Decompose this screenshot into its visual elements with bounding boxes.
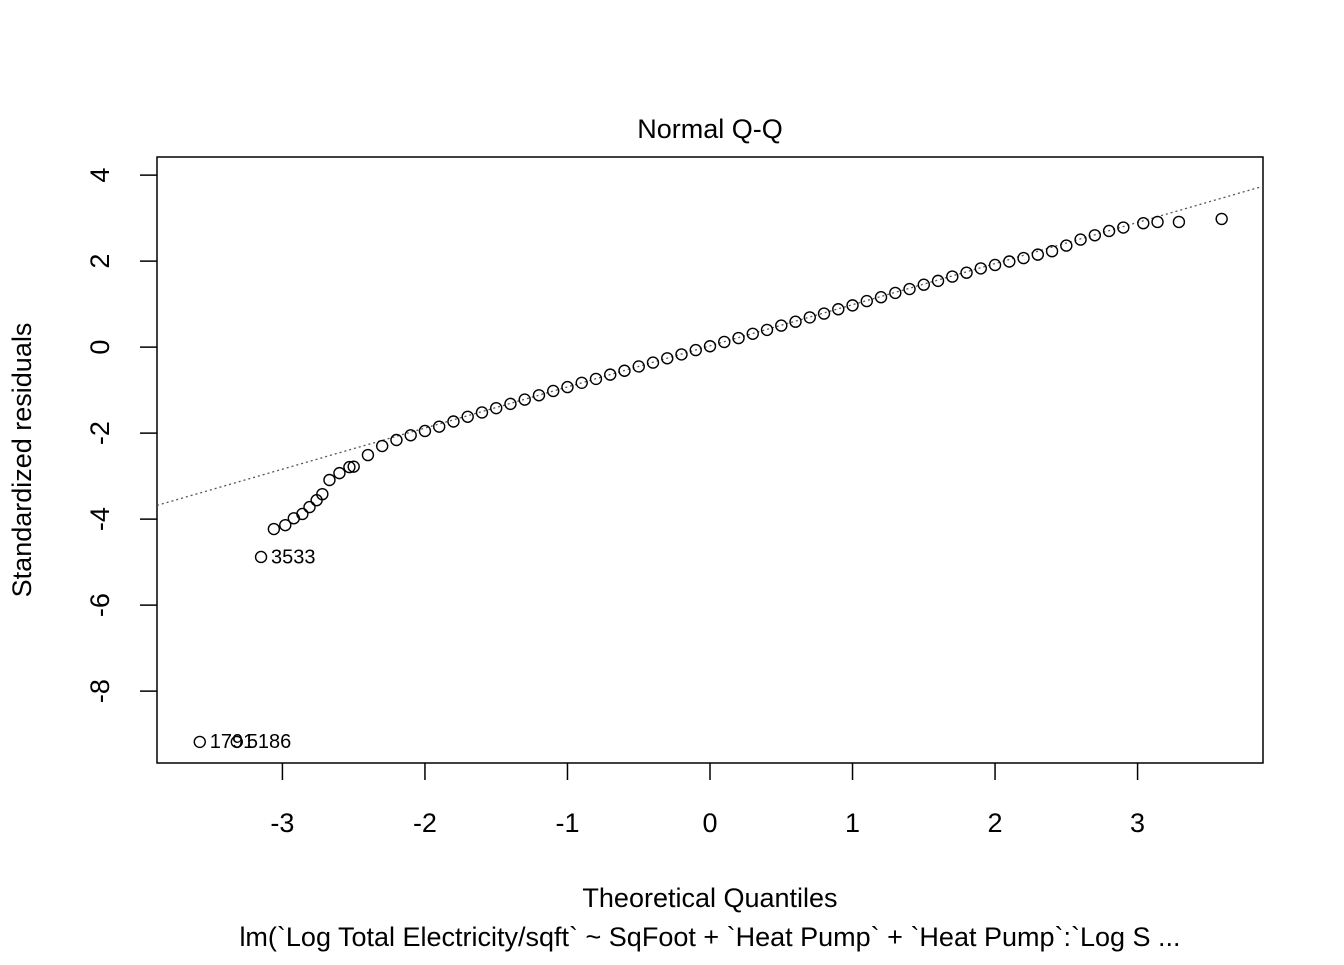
point (632, 360, 645, 373)
y-axis-label: Standardized residuals (7, 323, 37, 598)
point (193, 735, 206, 749)
point (874, 291, 888, 304)
point (361, 448, 375, 462)
point (832, 303, 845, 316)
y-tick-label: -6 (85, 593, 115, 617)
point (1215, 212, 1228, 226)
point (418, 424, 432, 438)
point (296, 507, 309, 521)
point (1003, 255, 1016, 268)
x-tick-label: 3 (1130, 808, 1145, 838)
point (618, 364, 631, 377)
point (375, 439, 389, 453)
point (974, 262, 987, 275)
y-tick-label: 0 (85, 340, 115, 355)
point (589, 372, 603, 386)
point (960, 266, 973, 279)
point (775, 319, 788, 332)
point (447, 415, 460, 428)
point (461, 410, 474, 423)
point (504, 397, 517, 411)
point (988, 258, 1002, 272)
point-label: 1791 (210, 731, 255, 753)
point (1060, 239, 1073, 252)
point (404, 429, 417, 442)
point (1031, 248, 1045, 261)
point (287, 512, 301, 525)
y-tick-label: 2 (85, 254, 115, 269)
point (561, 380, 574, 394)
point (316, 487, 329, 501)
point (575, 376, 588, 389)
point (518, 393, 531, 406)
point (917, 278, 930, 291)
point (1172, 215, 1186, 229)
point (889, 286, 902, 300)
y-tick-label: -8 (85, 679, 115, 703)
point (267, 522, 281, 536)
point (475, 406, 489, 419)
point (1074, 233, 1087, 246)
point (279, 518, 292, 532)
point (1088, 229, 1102, 242)
point (532, 389, 546, 402)
point (860, 294, 873, 308)
point (718, 335, 731, 349)
point (732, 331, 745, 345)
point (803, 311, 816, 324)
point (347, 460, 360, 473)
point (689, 343, 702, 357)
point (303, 500, 316, 514)
x-tick-label: -1 (555, 808, 579, 838)
point (1017, 251, 1030, 265)
point (254, 550, 268, 564)
point (817, 307, 831, 320)
point (946, 270, 959, 283)
y-tick-label: -4 (85, 507, 115, 531)
point (604, 368, 617, 381)
point-label: 5186 (247, 731, 292, 753)
point (1151, 215, 1164, 229)
point (230, 735, 244, 749)
point (390, 433, 403, 447)
y-tick-label: 4 (85, 168, 115, 183)
y-tick-label: -2 (85, 421, 115, 445)
x-tick-label: 2 (988, 808, 1003, 838)
point (903, 282, 916, 296)
point (1117, 221, 1130, 234)
point (746, 327, 759, 340)
point (760, 323, 774, 337)
point (675, 348, 688, 361)
point (343, 460, 356, 474)
point (547, 384, 560, 398)
subtitle: lm(`Log Total Electricity/sqft` ~ SqFoot… (239, 922, 1180, 952)
point (323, 473, 336, 487)
x-tick-label: 1 (845, 808, 860, 838)
point (646, 356, 660, 369)
x-tick-label: -3 (270, 808, 294, 838)
point (1045, 244, 1059, 258)
point (433, 420, 446, 433)
reference-line (156, 185, 1264, 506)
point (1137, 217, 1150, 230)
x-tick-label: -2 (413, 808, 437, 838)
x-tick-label: 0 (702, 808, 717, 838)
point (1102, 224, 1116, 238)
point (490, 401, 503, 415)
point (661, 352, 674, 365)
chart-title: Normal Q-Q (637, 114, 783, 144)
point (703, 340, 717, 353)
point (846, 299, 859, 312)
point-label: 3533 (271, 546, 316, 568)
point (931, 274, 945, 288)
point (789, 315, 802, 328)
plot-frame (156, 156, 1264, 764)
point (333, 466, 346, 480)
x-axis-label: Theoretical Quantiles (582, 883, 837, 913)
